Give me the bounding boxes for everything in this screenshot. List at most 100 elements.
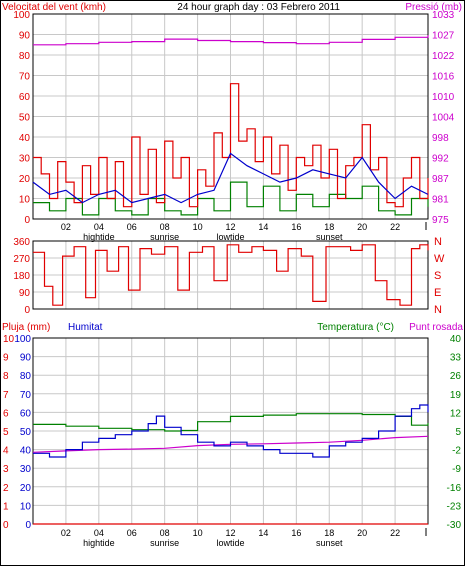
x-tick-label-08: 08 xyxy=(160,528,170,538)
direction-degree-ticks: 360 270 180 90 0 xyxy=(13,237,30,316)
x-tick-label-02: 02 xyxy=(61,528,71,538)
x-tick-label-14: 14 xyxy=(258,222,268,232)
rain-tick-4: 4 xyxy=(3,446,9,457)
wind-speed-line xyxy=(33,83,429,208)
x-tick-label-10: 10 xyxy=(193,222,203,232)
temperature-tick-12: 12 xyxy=(450,408,462,419)
direction-compass-tick-E: E xyxy=(434,287,441,299)
pressure-tick-1027: 1027 xyxy=(432,31,455,42)
temperature-tick-5: 5 xyxy=(455,427,461,438)
direction-compass-tick-S: S xyxy=(434,270,441,282)
wind-speed-tick-60: 60 xyxy=(19,92,31,103)
bottom-x-ticks: 02 04 06 08 10 12 14 16 18 20 22 xyxy=(61,528,427,538)
pressure-tick-1010: 1010 xyxy=(432,92,455,103)
rain-tick-6: 6 xyxy=(3,408,9,419)
temperature-line xyxy=(33,413,429,432)
event-label-lowtide: lowtide xyxy=(216,538,244,548)
rain-tick-3: 3 xyxy=(3,464,9,475)
direction-degree-tick-0: 0 xyxy=(24,305,30,316)
top-panel: Velocitat del vent (kmh) 24 hour graph d… xyxy=(2,2,462,242)
pressure-tick-975: 975 xyxy=(432,215,449,226)
pressure-tick-992: 992 xyxy=(432,154,449,165)
direction-degree-tick-90: 90 xyxy=(19,288,31,299)
temperature-axis-label: Temperatura (°C) xyxy=(317,322,394,333)
x-tick-label-10: 10 xyxy=(193,528,203,538)
wind-speed-tick-20: 20 xyxy=(19,174,31,185)
event-label-sunrise: sunrise xyxy=(150,232,179,242)
x-tick-label-22: 22 xyxy=(390,528,400,538)
event-label-hightide: hightide xyxy=(83,538,115,548)
x-tick-label-20: 20 xyxy=(357,222,367,232)
rain-tick-8: 8 xyxy=(3,371,9,382)
temperature-tick-40: 40 xyxy=(450,334,462,345)
rain-tick-1: 1 xyxy=(3,501,9,512)
x-tick-label-04: 04 xyxy=(94,528,104,538)
temperature-tick--2: -2 xyxy=(452,446,461,457)
event-label-lowtide: lowtide xyxy=(216,232,244,242)
rain-tick-7: 7 xyxy=(3,390,9,401)
humidity-tick-0: 0 xyxy=(25,520,31,531)
x-tick-label-22: 22 xyxy=(390,222,400,232)
x-tick-label-06: 06 xyxy=(127,528,137,538)
humidity-line xyxy=(33,404,429,458)
humidity-axis-label: Humitat xyxy=(68,322,103,333)
humidity-tick-80: 80 xyxy=(20,371,32,382)
pressure-axis-label: Pressió (mb) xyxy=(405,2,462,13)
x-tick-label-02: 02 xyxy=(61,222,71,232)
humidity-tick-60: 60 xyxy=(20,408,32,419)
direction-series xyxy=(33,244,429,306)
wind-direction-line xyxy=(33,244,429,306)
temperature-tick--30: -30 xyxy=(447,520,462,531)
pressure-tick-1004: 1004 xyxy=(432,113,455,124)
x-tick-label-12: 12 xyxy=(225,528,235,538)
x-tick-label-12: 12 xyxy=(225,222,235,232)
chart-title: 24 hour graph day : 03 Febrero 2011 xyxy=(177,2,340,13)
rain-axis-label: Pluja (mm) xyxy=(2,322,50,333)
pressure-tick-998: 998 xyxy=(432,133,449,144)
wind-speed-tick-0: 0 xyxy=(24,215,30,226)
bottom-panel: Pluja (mm) Humitat Temperatura (°C) Punt… xyxy=(2,322,463,548)
temperature-tick-33: 33 xyxy=(450,353,462,364)
wind-speed-axis-label: Velocitat del vent (kmh) xyxy=(2,2,106,13)
pressure-tick-1022: 1022 xyxy=(432,51,455,62)
pressure-tick-987: 987 xyxy=(432,174,449,185)
direction-degree-tick-270: 270 xyxy=(13,254,30,265)
wind-speed-tick-10: 10 xyxy=(19,195,31,206)
x-tick-label-08: 08 xyxy=(160,222,170,232)
event-label-sunrise: sunrise xyxy=(150,538,179,548)
wind-average-line xyxy=(32,152,429,204)
direction-plot-frame xyxy=(32,240,429,310)
rain-tick-2: 2 xyxy=(3,483,9,494)
x-tick-label-18: 18 xyxy=(324,528,334,538)
temperature-tick--16: -16 xyxy=(447,483,462,494)
pressure-tick-981: 981 xyxy=(432,195,449,206)
wind-speed-tick-40: 40 xyxy=(19,133,31,144)
x-tick-label-18: 18 xyxy=(324,222,334,232)
temperature-ticks: 40 33 26 19 12 5 -2 -9 -16 -23 -30 xyxy=(447,334,462,531)
temperature-tick-19: 19 xyxy=(450,390,462,401)
temperature-tick--23: -23 xyxy=(447,501,462,512)
event-label-sunset: sunset xyxy=(316,232,343,242)
humidity-tick-10: 10 xyxy=(20,501,32,512)
x-tick-label-14: 14 xyxy=(258,528,268,538)
pressure-tick-1016: 1016 xyxy=(432,72,455,83)
wind-speed-tick-90: 90 xyxy=(19,31,31,42)
bottom-series xyxy=(32,404,429,525)
direction-degree-tick-360: 360 xyxy=(13,237,30,248)
dewpoint-axis-label: Punt rosada xyxy=(409,322,463,333)
direction-degree-tick-180: 180 xyxy=(13,271,30,282)
event-label-hightide: hightide xyxy=(83,232,115,242)
direction-compass-tick-W: W xyxy=(434,253,445,265)
top-series xyxy=(32,35,429,216)
rain-tick-10: 10 xyxy=(3,334,15,345)
direction-grid xyxy=(33,241,428,309)
x-tick-label-06: 06 xyxy=(127,222,137,232)
x-tick-label-04: 04 xyxy=(94,222,104,232)
